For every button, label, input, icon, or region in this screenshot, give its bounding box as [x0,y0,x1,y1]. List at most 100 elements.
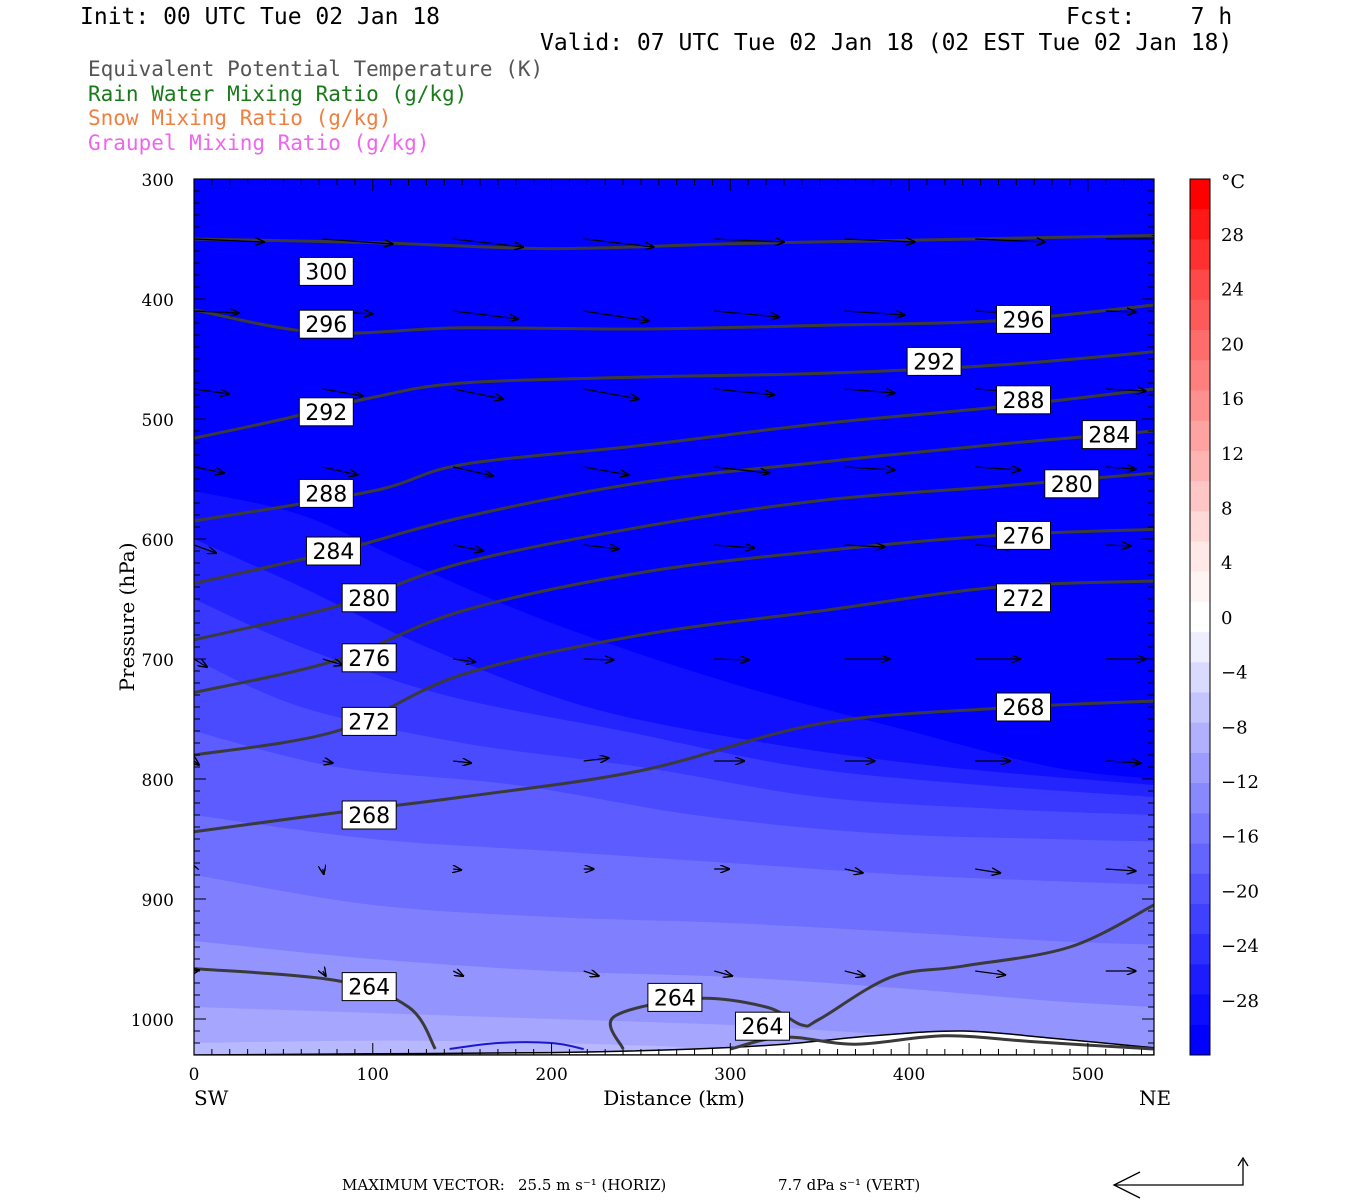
colorbar-segment [1190,420,1210,452]
colorbar-segment [1190,360,1210,391]
contour-label: 296 [1002,308,1044,333]
valid-time: Valid: 07 UTC Tue 02 Jan 18 (02 EST Tue … [540,30,1233,56]
wind-vector [583,545,619,549]
y-tick-label: 400 [142,291,174,311]
wind-vector [583,388,639,399]
wind-vector [452,971,463,976]
freezing-contour [449,1041,584,1050]
wind-vector [194,311,239,313]
colorbar-segment [1190,752,1210,784]
contour-label-box [341,706,397,736]
colorbar-label: 8 [1221,499,1232,520]
contour-label-box [305,536,361,566]
contour-label: 292 [305,401,347,426]
wind-vector [323,971,326,976]
wind-vector [453,238,523,247]
contour-label: 276 [348,647,390,672]
colorbar-segment [1190,903,1210,935]
init-time: Init: 00 UTC Tue 02 Jan 18 [80,4,441,30]
wind-vector [844,869,863,873]
wind-vector [453,869,461,870]
wind-vector [453,659,475,662]
wind-vector [194,466,224,473]
colorbar-label: 0 [1221,608,1232,629]
colorbar-segment [1190,209,1210,240]
contour-label-box [341,643,397,673]
colorbar-segment [1190,269,1210,301]
wind-vector [844,239,915,242]
contour-label: 284 [312,540,354,565]
wind-vector [194,239,264,242]
legend-theta-e: Equivalent Potential Temperature (K) [88,57,544,81]
contour-label-box [298,478,354,508]
colorbar-unit: °C [1221,171,1245,193]
wind-vector [844,971,865,976]
wind-vector [583,238,654,247]
wind-vector [975,239,1045,242]
wind-vector [1105,545,1131,546]
contour-label: 276 [1002,524,1044,549]
y-tick-label: 500 [142,411,174,431]
colorbar-segment [1190,813,1210,845]
colorbar-segment [1190,783,1210,814]
wind-vector [322,761,333,763]
wind-vector [975,869,1000,873]
y-tick-label: 600 [142,531,174,551]
wind-vector [714,659,749,660]
wind-vector [453,466,493,476]
colorbar-segment [1190,873,1210,905]
contour-label-box [1044,469,1100,499]
temperature-shading [194,179,1154,1055]
contour-label-box [995,692,1051,722]
contour-label: 288 [1002,389,1044,414]
wind-vector [1105,467,1136,469]
wind-vector [453,761,471,763]
colorbar: 28 24 20 16 12 8 4 0 −4 −8 −12 −16 −20 −24 −28 [1189,178,1259,1056]
wind-vector [1105,311,1136,312]
x-tick-label: 300 [714,1065,746,1085]
y-tick-label: 900 [142,891,174,911]
wind-vector [1105,389,1146,391]
contour-label: 264 [348,976,390,1001]
x-axis-title: Distance (km) [603,1086,745,1110]
contour-label-box [995,385,1051,415]
contour-label: 292 [913,350,955,375]
colorbar-label: −28 [1221,991,1259,1012]
colorbar-segment [1190,934,1210,965]
x-tick-label: 400 [893,1065,925,1085]
colorbar-segment [1190,1024,1210,1056]
colorbar-label: −4 [1221,663,1248,684]
contour-label: 264 [741,1015,783,1040]
y-tick-label: 800 [142,771,174,791]
wind-vector [1105,761,1141,763]
colorbar-label: −24 [1221,936,1259,957]
y-axis-title: Pressure (hPa) [115,543,139,692]
colorbar-segment [1190,239,1210,271]
wind-vector [714,388,774,395]
wind-vector [714,971,732,976]
colorbar-segment [1190,722,1210,754]
colorbar-label: −8 [1221,717,1248,738]
wind-vector [194,761,199,765]
wind-vector [583,659,614,660]
forecast-hour: Fcst: 7 h [1066,4,1233,30]
contour-label-box [906,346,962,376]
colorbar-segment [1190,390,1210,422]
wind-vector [194,388,229,394]
y-tick-label: 1000 [131,1011,174,1031]
wind-vector [583,310,649,321]
colorbar-segment [1190,330,1210,361]
colorbar-label: 28 [1221,225,1244,246]
colorbar-segment [1190,692,1210,724]
y-tick-label: 700 [142,651,174,671]
wind-vector [322,238,393,244]
contour-label: 296 [305,313,347,338]
colorbar-label: 4 [1221,553,1232,574]
max-vector-vert: 7.7 dPa s⁻¹ (VERT) [778,1176,921,1194]
x-tick-label: 500 [1072,1065,1104,1085]
wind-vector [323,869,324,874]
contour-label-box [1081,420,1137,450]
colorbar-segment [1190,632,1210,663]
colorbar-segment [1190,994,1210,1026]
